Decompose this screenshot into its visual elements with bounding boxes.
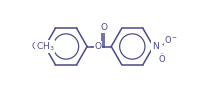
Text: O: O [95,42,102,51]
Text: O: O [100,23,107,32]
Text: N$^+$: N$^+$ [152,41,166,52]
Text: O: O [32,42,39,51]
Text: CH$_3$: CH$_3$ [36,40,54,53]
Text: O$^-$: O$^-$ [164,34,178,45]
Text: O: O [159,55,165,64]
